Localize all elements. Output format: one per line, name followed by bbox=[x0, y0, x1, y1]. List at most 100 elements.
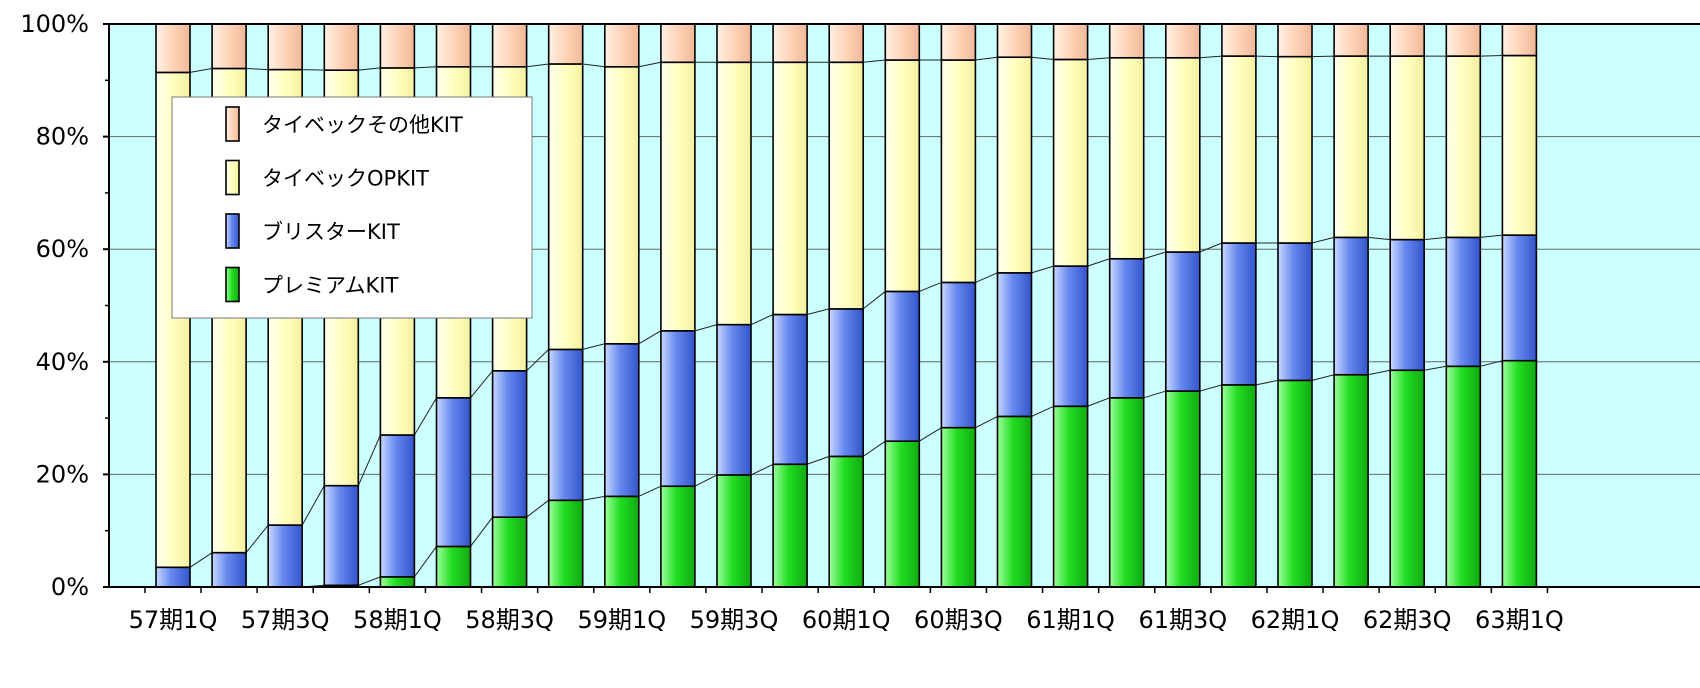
connector-line bbox=[638, 61, 661, 68]
bar-segment bbox=[1389, 238, 1425, 372]
bar-segment bbox=[1108, 56, 1145, 260]
bar-segment bbox=[1333, 373, 1369, 588]
connector-line bbox=[358, 67, 381, 71]
y-axis-ticks: 0% 20% 40% 60% 80% 100% bbox=[20, 10, 109, 601]
bar-segment bbox=[828, 308, 865, 458]
connector-line bbox=[413, 397, 437, 436]
bar-segment bbox=[828, 455, 865, 588]
bar-segment bbox=[1052, 265, 1089, 408]
connector-line bbox=[526, 349, 550, 372]
connector-line bbox=[357, 434, 381, 486]
connector-line bbox=[1087, 57, 1110, 60]
bar-segment bbox=[996, 56, 1033, 274]
legend-swatch bbox=[225, 266, 240, 303]
bar-segment bbox=[491, 23, 528, 68]
bar-segment bbox=[772, 463, 808, 588]
connector-line bbox=[245, 524, 269, 553]
bar-segment bbox=[1389, 369, 1425, 588]
legend: タイベックその他KIT タイベックOPKIT ブリスターKIT プレミアムKIT bbox=[171, 96, 533, 319]
connector-line bbox=[1311, 55, 1335, 58]
connector-line bbox=[470, 516, 493, 547]
connector-line bbox=[1424, 365, 1447, 371]
y-tick-label: 0% bbox=[51, 573, 89, 601]
bar-segment bbox=[379, 434, 416, 578]
bar-segment bbox=[1221, 23, 1257, 57]
connector-line bbox=[1424, 236, 1447, 241]
connector-line bbox=[750, 314, 774, 326]
connector-line bbox=[919, 281, 942, 292]
bar-segment bbox=[1333, 55, 1369, 239]
bar-segment bbox=[1277, 379, 1313, 588]
connector-line bbox=[246, 67, 269, 71]
connector-line bbox=[358, 576, 381, 586]
bar-segment bbox=[660, 61, 696, 332]
connector-line bbox=[638, 485, 662, 497]
bar-segment bbox=[1277, 55, 1313, 244]
bar-segment bbox=[211, 551, 247, 588]
bar-segment bbox=[660, 23, 696, 64]
connector-line bbox=[1480, 234, 1503, 238]
bar-segment bbox=[1221, 55, 1257, 244]
connector-line bbox=[694, 324, 718, 332]
bar-segment bbox=[1165, 56, 1201, 253]
connector-line bbox=[414, 66, 437, 69]
connector-line bbox=[862, 291, 886, 310]
legend-label: プレミアムKIT bbox=[262, 274, 398, 298]
bar-segment bbox=[491, 516, 528, 588]
bar-segment bbox=[603, 495, 640, 588]
bar-segment bbox=[940, 281, 977, 429]
connector-line bbox=[413, 546, 437, 578]
x-tick-label: 62期1Q bbox=[1251, 606, 1340, 634]
bar-segment bbox=[772, 313, 808, 466]
bar-segment bbox=[1445, 55, 1482, 239]
bar-segment bbox=[1277, 23, 1313, 58]
bar-segment bbox=[155, 566, 191, 588]
connector-line bbox=[189, 552, 213, 568]
x-tick-label: 59期3Q bbox=[690, 606, 779, 634]
legend-label: タイベックその他KIT bbox=[262, 113, 463, 137]
bar-segment bbox=[772, 23, 808, 64]
y-tick-label: 100% bbox=[20, 10, 89, 38]
connector-line bbox=[1031, 56, 1054, 60]
x-tick-label: 57期1Q bbox=[129, 606, 218, 634]
bar-segment bbox=[323, 484, 360, 587]
bar-segment bbox=[435, 397, 472, 548]
bar-segment bbox=[603, 342, 640, 498]
legend-label: ブリスターKIT bbox=[262, 220, 400, 244]
connector-line bbox=[1087, 258, 1110, 267]
bar-segment bbox=[1501, 54, 1538, 236]
connector-line bbox=[863, 59, 886, 63]
connector-line bbox=[919, 427, 942, 442]
bar-segment bbox=[1108, 23, 1145, 59]
bar-segment bbox=[603, 65, 640, 345]
connector-line bbox=[975, 272, 998, 283]
bar-segment bbox=[1445, 365, 1482, 588]
connector-line bbox=[526, 499, 550, 518]
connector-line bbox=[470, 370, 493, 399]
x-tick-label: 58期3Q bbox=[465, 606, 554, 634]
bar-segment bbox=[435, 545, 472, 588]
legend-swatch bbox=[225, 106, 240, 142]
x-axis-ticks: 57期1Q 57期3Q 58期1Q 58期3Q 59期1Q 59期3Q 60期1Q 60期3Q… bbox=[129, 587, 1564, 634]
connector-line bbox=[1255, 379, 1279, 386]
bar-segment bbox=[547, 499, 584, 588]
bar-segment bbox=[660, 485, 696, 588]
legend-swatch bbox=[225, 159, 240, 196]
connector-line bbox=[302, 69, 325, 71]
connector-line bbox=[1031, 405, 1054, 417]
connector-line bbox=[1480, 360, 1503, 367]
bar-segment bbox=[716, 61, 752, 326]
bar-segment bbox=[716, 23, 752, 64]
bar-segment bbox=[267, 23, 304, 71]
bar-segment bbox=[1052, 405, 1089, 588]
bar-segment bbox=[884, 290, 921, 442]
bar-segment bbox=[1445, 236, 1482, 368]
bar-segment bbox=[491, 370, 528, 518]
connector-line bbox=[526, 63, 549, 68]
bar-segment bbox=[1165, 23, 1201, 59]
bar-segment bbox=[1165, 251, 1201, 392]
bar-segment bbox=[323, 23, 360, 71]
bar-segment bbox=[884, 23, 921, 61]
bar-segment bbox=[1501, 234, 1538, 362]
connector-line bbox=[975, 415, 998, 429]
